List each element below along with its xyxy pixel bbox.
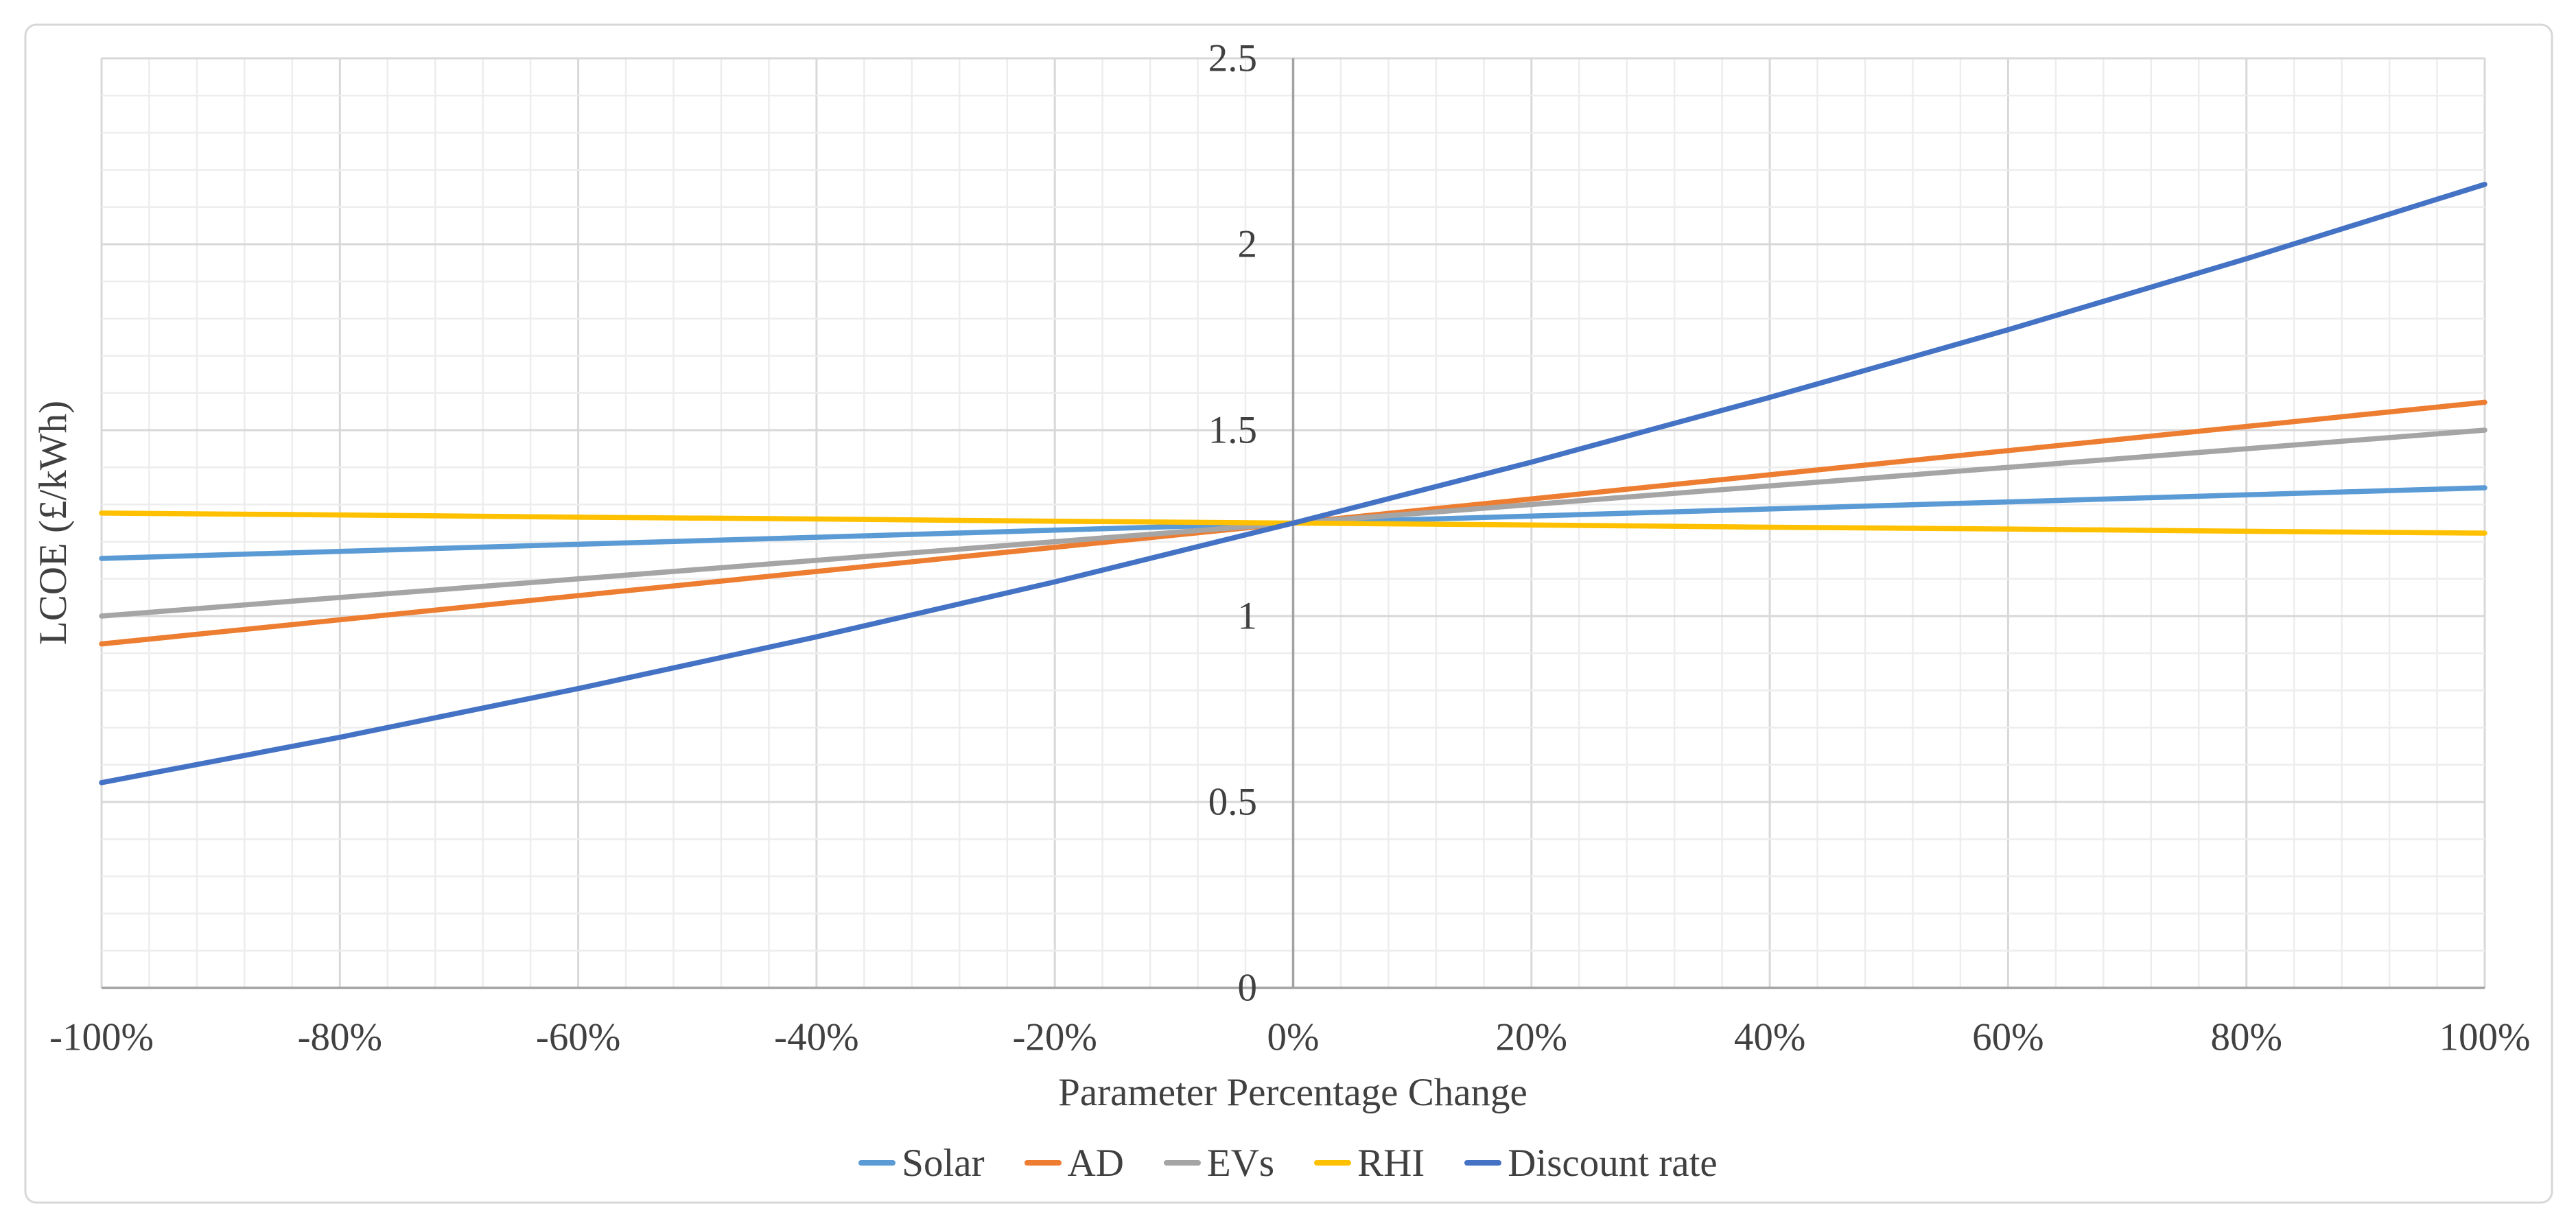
- y-tick-label: 1: [1238, 595, 1258, 638]
- x-tick-label: 0%: [1267, 1016, 1320, 1059]
- y-tick-label: 0.5: [1208, 781, 1257, 824]
- legend-label: AD: [1067, 1141, 1124, 1185]
- legend-item-ad: AD: [1024, 1141, 1124, 1185]
- legend-label: EVs: [1206, 1141, 1275, 1185]
- x-tick-label: -40%: [774, 1016, 858, 1059]
- legend-item-rhi: RHI: [1314, 1141, 1425, 1185]
- chart-border: [24, 23, 2553, 1204]
- x-tick-label: 60%: [1972, 1016, 2044, 1059]
- legend-label: Solar: [902, 1141, 985, 1185]
- y-tick-label: 2: [1238, 223, 1258, 266]
- legend-swatch-solar: [858, 1160, 896, 1166]
- legend-swatch-discount-rate: [1464, 1160, 1502, 1166]
- legend-swatch-evs: [1163, 1160, 1201, 1166]
- legend-swatch-rhi: [1314, 1160, 1352, 1166]
- y-tick-label: 0: [1238, 967, 1258, 1010]
- x-tick-label: 80%: [2210, 1016, 2282, 1059]
- x-tick-label: -20%: [1012, 1016, 1097, 1059]
- x-tick-label: -100%: [49, 1016, 154, 1059]
- legend-item-solar: Solar: [858, 1141, 985, 1185]
- legend-item-discount-rate: Discount rate: [1464, 1141, 1718, 1185]
- legend: Solar AD EVs RHI Discount rate: [0, 1141, 2576, 1185]
- y-tick-label: 1.5: [1208, 409, 1257, 452]
- y-tick-label: 2.5: [1208, 37, 1257, 80]
- y-axis-title: LCOE (£/kWh): [32, 400, 75, 646]
- x-tick-label: 40%: [1734, 1016, 1805, 1059]
- x-tick-label: -80%: [298, 1016, 382, 1059]
- legend-swatch-ad: [1024, 1160, 1062, 1166]
- legend-label: RHI: [1357, 1141, 1425, 1185]
- series-line-discount-rate: [99, 181, 2487, 786]
- legend-item-evs: EVs: [1163, 1141, 1275, 1185]
- x-tick-label: -60%: [536, 1016, 620, 1059]
- legend-label: Discount rate: [1508, 1141, 1718, 1185]
- x-tick-label: 20%: [1496, 1016, 1567, 1059]
- x-tick-label: 100%: [2439, 1016, 2531, 1059]
- x-axis-title: Parameter Percentage Change: [1058, 1071, 1527, 1114]
